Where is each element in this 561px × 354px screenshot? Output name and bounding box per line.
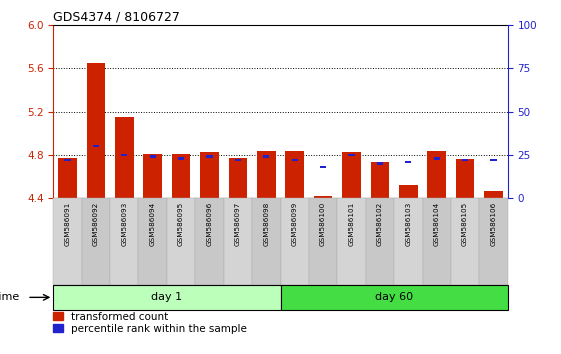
Bar xyxy=(348,154,355,156)
Bar xyxy=(371,162,389,198)
Bar xyxy=(309,198,337,285)
Bar xyxy=(115,117,134,198)
Bar xyxy=(93,145,99,147)
Bar xyxy=(490,159,496,161)
Legend: transformed count, percentile rank within the sample: transformed count, percentile rank withi… xyxy=(53,312,247,333)
Bar xyxy=(434,157,440,160)
Bar xyxy=(314,196,332,198)
Bar xyxy=(280,198,309,285)
Bar xyxy=(427,150,446,198)
Bar xyxy=(58,158,77,198)
Text: GSM586099: GSM586099 xyxy=(292,202,298,246)
Bar xyxy=(172,154,190,198)
Text: GSM586101: GSM586101 xyxy=(348,202,355,246)
Bar xyxy=(206,155,213,158)
Text: GSM586103: GSM586103 xyxy=(405,202,411,246)
Bar xyxy=(337,198,366,285)
Bar xyxy=(342,152,361,198)
Bar xyxy=(320,166,327,168)
Bar xyxy=(263,155,269,158)
Text: GSM586096: GSM586096 xyxy=(206,202,213,246)
Bar xyxy=(280,285,508,310)
Bar xyxy=(53,285,280,310)
Bar xyxy=(456,159,475,198)
Bar xyxy=(292,159,298,161)
Text: GSM586104: GSM586104 xyxy=(434,202,440,246)
Bar xyxy=(484,191,503,198)
Bar xyxy=(53,198,82,285)
Bar xyxy=(399,185,417,198)
Bar xyxy=(110,198,139,285)
Bar xyxy=(121,154,127,156)
Text: GSM586091: GSM586091 xyxy=(65,202,71,246)
Text: day 1: day 1 xyxy=(151,292,182,302)
Bar xyxy=(86,63,105,198)
Bar xyxy=(377,162,383,165)
Text: GDS4374 / 8106727: GDS4374 / 8106727 xyxy=(53,11,180,24)
Bar xyxy=(200,152,219,198)
Bar xyxy=(65,159,71,161)
Text: GSM586095: GSM586095 xyxy=(178,202,184,246)
Text: GSM586097: GSM586097 xyxy=(235,202,241,246)
Bar xyxy=(479,198,508,285)
Bar xyxy=(139,198,167,285)
Bar xyxy=(257,150,275,198)
Bar xyxy=(286,150,304,198)
Bar xyxy=(229,158,247,198)
Bar xyxy=(451,198,479,285)
Bar xyxy=(234,159,241,161)
Text: time: time xyxy=(0,292,20,302)
Bar xyxy=(462,159,468,161)
Text: GSM586093: GSM586093 xyxy=(121,202,127,246)
Bar xyxy=(224,198,252,285)
Bar xyxy=(82,198,110,285)
Bar xyxy=(366,198,394,285)
Bar xyxy=(405,161,411,163)
Text: GSM586100: GSM586100 xyxy=(320,202,326,246)
Bar xyxy=(144,154,162,198)
Text: day 60: day 60 xyxy=(375,292,413,302)
Bar xyxy=(195,198,224,285)
Bar xyxy=(252,198,280,285)
Text: GSM586094: GSM586094 xyxy=(150,202,156,246)
Text: GSM586106: GSM586106 xyxy=(490,202,496,246)
Text: GSM586102: GSM586102 xyxy=(377,202,383,246)
Text: GSM586105: GSM586105 xyxy=(462,202,468,246)
Text: GSM586098: GSM586098 xyxy=(263,202,269,246)
Bar xyxy=(422,198,451,285)
Bar xyxy=(178,157,184,160)
Text: GSM586092: GSM586092 xyxy=(93,202,99,246)
Bar xyxy=(167,198,195,285)
Bar xyxy=(150,155,156,158)
Bar xyxy=(394,198,422,285)
